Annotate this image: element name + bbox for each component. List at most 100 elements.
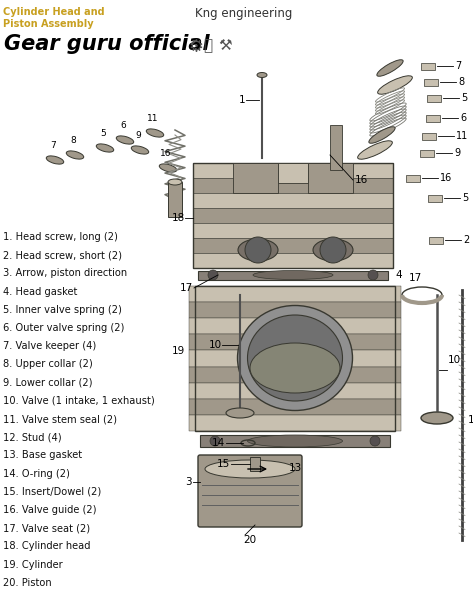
Text: 14. O-ring (2): 14. O-ring (2) [3,469,70,478]
Text: 2. Head screw, short (2): 2. Head screw, short (2) [3,250,122,260]
Text: 11: 11 [147,114,159,123]
Bar [189,415,401,431]
Circle shape [210,436,220,446]
Bar [428,195,442,201]
Text: 5. Inner valve spring (2): 5. Inner valve spring (2) [3,305,122,315]
Text: 19: 19 [172,346,185,356]
Text: 8: 8 [70,136,76,145]
Ellipse shape [46,156,64,164]
Text: 18. Cylinder head: 18. Cylinder head [3,542,90,551]
Bar [189,367,401,383]
Text: ⚒: ⚒ [218,38,232,53]
Text: 19. Cylinder: 19. Cylinder [3,560,63,570]
Bar [193,193,393,208]
Text: 17: 17 [408,273,421,283]
Text: 9: 9 [454,148,460,158]
Circle shape [208,270,218,280]
Text: 16: 16 [440,173,452,183]
Ellipse shape [247,435,342,447]
Ellipse shape [253,270,333,279]
Ellipse shape [257,73,267,78]
Text: 10: 10 [209,340,222,350]
Text: 12. Stud (4): 12. Stud (4) [3,432,61,442]
Bar [420,150,434,156]
Bar [189,399,401,415]
Circle shape [320,237,346,263]
Bar [193,163,393,268]
Text: 15: 15 [217,459,230,469]
Text: 3. Arrow, piston direction: 3. Arrow, piston direction [3,269,127,278]
Bar [422,132,436,139]
Text: 16: 16 [355,175,368,185]
Bar [193,163,393,178]
Text: 10: 10 [448,355,461,365]
Bar [168,182,182,217]
Text: 11: 11 [456,131,468,141]
Ellipse shape [205,460,295,478]
Bar [406,174,420,182]
Ellipse shape [358,141,392,159]
Text: Gear guru official: Gear guru official [4,34,210,54]
Circle shape [370,436,380,446]
Bar [426,115,440,121]
Text: 8. Upper collar (2): 8. Upper collar (2) [3,359,93,370]
Bar [189,334,401,350]
Bar [193,178,393,193]
Text: 3: 3 [185,477,192,487]
Circle shape [245,237,271,263]
Text: 6: 6 [120,121,126,130]
Bar [421,63,435,70]
Text: 💪: 💪 [203,38,212,53]
Text: Cylinder Head and: Cylinder Head and [3,7,105,17]
Text: 11. Valve stem seal (2): 11. Valve stem seal (2) [3,414,117,424]
Bar [189,286,401,302]
Bar [193,238,393,253]
FancyBboxPatch shape [198,455,302,527]
Ellipse shape [421,412,453,424]
Bar [198,271,388,280]
Text: 10. Valve (1 intake, 1 exhaust): 10. Valve (1 intake, 1 exhaust) [3,396,155,406]
Text: 17. Valve seat (2): 17. Valve seat (2) [3,523,90,533]
Text: 8: 8 [458,77,464,87]
Ellipse shape [159,164,177,172]
Text: 6. Outer valve spring (2): 6. Outer valve spring (2) [3,323,124,333]
Text: 15. Insert/Dowel (2): 15. Insert/Dowel (2) [3,487,101,497]
Ellipse shape [377,76,412,94]
Ellipse shape [250,343,340,393]
Text: 4. Head gasket: 4. Head gasket [3,287,78,297]
Text: 2: 2 [463,235,469,245]
Bar [278,163,308,183]
Bar [189,383,401,399]
Text: 12: 12 [468,415,473,425]
Ellipse shape [377,59,403,76]
Text: Piston Assembly: Piston Assembly [3,19,94,29]
Ellipse shape [247,315,342,401]
Bar [189,318,401,334]
Text: 14: 14 [212,438,225,448]
Text: 5: 5 [461,93,467,103]
Text: 16: 16 [160,149,172,158]
Ellipse shape [96,144,114,152]
Bar [424,79,438,85]
Bar [189,350,401,367]
Ellipse shape [131,146,149,154]
Bar [193,223,393,238]
Bar [195,286,395,431]
Text: 6: 6 [460,113,466,123]
Text: 17: 17 [180,283,193,293]
Bar [193,208,393,223]
Text: 9: 9 [135,131,141,140]
Bar [427,94,441,102]
Bar [200,435,390,447]
Text: 5: 5 [462,193,468,203]
Ellipse shape [238,239,278,261]
Bar [233,163,278,193]
Bar [308,163,353,193]
Ellipse shape [116,136,134,144]
Text: 5: 5 [100,129,106,138]
Circle shape [368,270,378,280]
Text: 13. Base gasket: 13. Base gasket [3,450,82,460]
Text: 7: 7 [455,61,461,71]
Ellipse shape [313,239,353,261]
Ellipse shape [226,408,254,418]
